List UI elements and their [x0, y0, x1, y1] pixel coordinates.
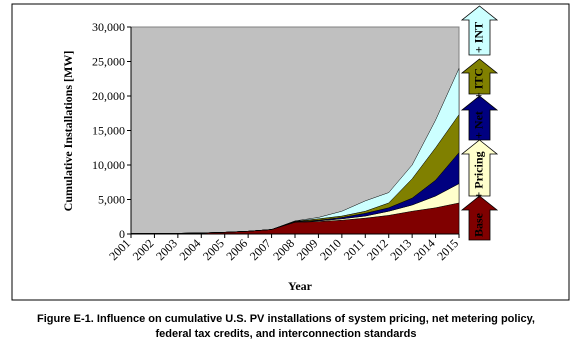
legend-label: + ITC	[472, 68, 486, 99]
legend-label: + Net	[472, 111, 486, 139]
legend-arrow	[460, 5, 499, 56]
y-tick-label: 5,000	[98, 193, 125, 207]
legend-arrow	[460, 195, 499, 241]
y-tick-label: 20,000	[92, 89, 125, 103]
legend-arrow	[460, 139, 499, 197]
y-tick-label: 30,000	[92, 20, 125, 34]
legend-label: Base	[472, 212, 486, 237]
area	[130, 68, 460, 234]
caption: Figure E-1. Influence on cumulative U.S.…	[37, 313, 535, 325]
caption: federal tax credits, and interconnection…	[155, 328, 416, 340]
legend-label: + Pricing	[472, 151, 486, 198]
legend-arrow	[460, 58, 499, 95]
legend-arrow	[460, 95, 499, 141]
x-axis-label: Year	[288, 279, 313, 293]
legend-label: + INT	[472, 22, 486, 53]
y-tick-label: 25,000	[92, 55, 125, 69]
y-tick-label: 10,000	[92, 158, 125, 172]
y-axis-label: Cumulative Installations [MW]	[61, 51, 75, 212]
y-tick-label: 15,000	[92, 124, 125, 138]
y-tick-label: 0	[119, 227, 125, 241]
